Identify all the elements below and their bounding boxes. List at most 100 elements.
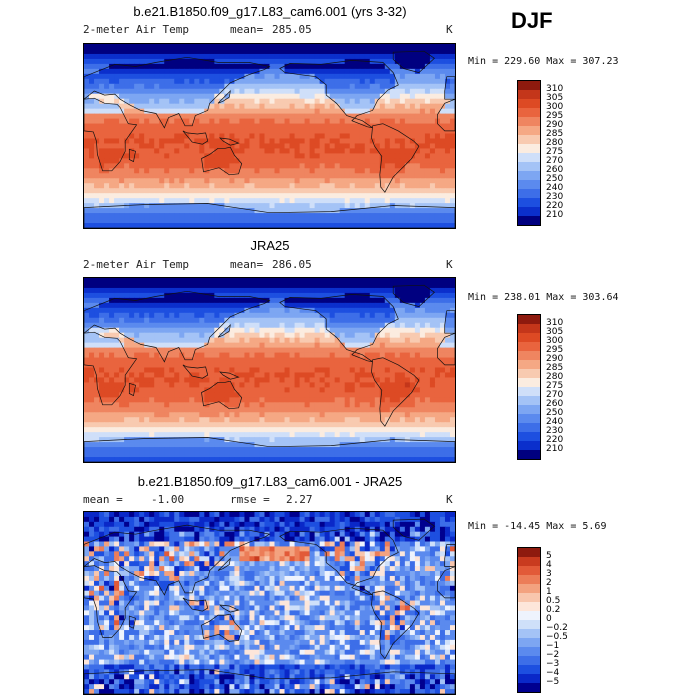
map-cell (179, 178, 185, 184)
map-cell (239, 407, 246, 413)
map-cell (164, 68, 170, 75)
map-cell (144, 218, 150, 224)
map-cell (189, 287, 195, 294)
map-cell (244, 133, 251, 140)
map-cell (139, 118, 145, 125)
map-cell (314, 133, 321, 140)
map-cell (214, 148, 220, 154)
map-cell (359, 213, 366, 219)
map-cell (164, 302, 170, 309)
map-cell (94, 322, 100, 329)
map-cell (134, 372, 140, 379)
map-cell (124, 362, 130, 369)
map-cell (309, 372, 316, 379)
map-cell (344, 53, 351, 60)
map-cell (369, 317, 376, 324)
map-cell (429, 63, 436, 70)
map-cell (274, 183, 281, 189)
map-cell (134, 407, 140, 413)
map-cell (284, 203, 291, 209)
map-cell (379, 407, 386, 413)
map-cell (359, 377, 366, 384)
map-cell (369, 352, 376, 359)
map-cell (94, 138, 100, 145)
map-cell (89, 223, 95, 228)
map-cell (304, 213, 311, 219)
map-cell (314, 173, 321, 179)
map-cell (429, 387, 436, 393)
map-cell (139, 337, 145, 344)
map-cell (184, 352, 190, 359)
map-cell (294, 133, 301, 140)
map-cell (434, 68, 441, 75)
map-cell (234, 108, 241, 115)
map-cell (199, 302, 205, 309)
map-cell (149, 73, 155, 80)
map-cell (379, 322, 386, 329)
map-cell (89, 352, 95, 359)
map-cell (154, 332, 160, 339)
map-cell (404, 213, 411, 219)
map-cell (314, 312, 321, 319)
map-cell (224, 138, 230, 145)
map-cell (294, 148, 301, 154)
map-cell (334, 198, 341, 204)
map-cell (434, 218, 441, 224)
map-cell (189, 78, 195, 85)
map-cell (139, 407, 145, 413)
map-cell (129, 307, 135, 314)
map-cell (214, 93, 220, 100)
map-cell (319, 402, 326, 408)
map-cell (204, 123, 210, 130)
map-cell (284, 173, 291, 179)
map-cell (84, 377, 90, 384)
map-cell (339, 123, 346, 130)
map-cell (264, 128, 271, 135)
map-cell (189, 153, 195, 159)
map-cell (194, 123, 200, 130)
map-cell (409, 407, 416, 413)
map-cell (374, 327, 381, 334)
map-cell (374, 317, 381, 324)
map-cell (174, 362, 180, 369)
map-cell (314, 48, 321, 55)
map-cell (124, 208, 130, 214)
map-cell (134, 113, 140, 120)
map-cell (139, 58, 145, 65)
map-cell (449, 163, 455, 169)
map-cell (199, 407, 205, 413)
map-cell (249, 412, 256, 418)
map-cell (434, 282, 441, 289)
map-cell (319, 63, 326, 70)
map-cell (279, 362, 286, 369)
map-cell (419, 407, 426, 413)
map-cell (149, 367, 155, 374)
map-cell (334, 163, 341, 169)
map-cell (224, 183, 230, 189)
map-cell (184, 128, 190, 135)
map-cell (339, 367, 346, 374)
map-cell (244, 322, 251, 329)
map-cell (214, 422, 220, 428)
map-cell (374, 213, 381, 219)
map-cell (309, 138, 316, 145)
map-cell (349, 78, 356, 85)
map-cell (364, 123, 371, 130)
map-cell (219, 402, 225, 408)
map-cell (224, 382, 230, 388)
map-cell (184, 417, 190, 423)
map-cell (164, 158, 170, 164)
map-cell (114, 337, 120, 344)
map-cell (84, 322, 90, 329)
map-cell (424, 153, 431, 159)
map-cell (154, 387, 160, 393)
map-cell (99, 208, 105, 214)
map-cell (274, 208, 281, 214)
map-cell (314, 372, 321, 379)
map-cell (394, 417, 401, 423)
map-cell (174, 332, 180, 339)
map-cell (309, 53, 316, 60)
map-cell (264, 123, 271, 130)
map-cell (104, 297, 110, 304)
map-cell (399, 158, 406, 164)
